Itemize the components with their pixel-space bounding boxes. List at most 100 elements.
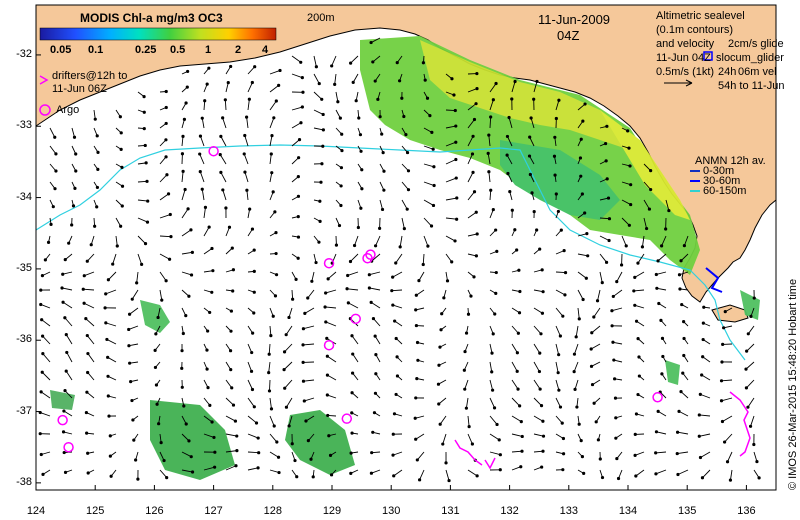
velocity-arrow-head: [746, 405, 750, 409]
velocity-arrow-head: [679, 259, 683, 263]
velocity-arrow-head: [592, 315, 596, 319]
velocity-arrow-head: [198, 152, 202, 156]
velocity-arrow-head: [129, 380, 133, 384]
velocity-arrow-head: [605, 124, 609, 128]
colorbar-tick-label: 0.25: [135, 44, 157, 56]
velocity-arrow-head: [472, 275, 476, 279]
velocity-arrow: [199, 153, 205, 165]
velocity-arrow: [555, 307, 564, 317]
x-tick-label: 129: [322, 505, 342, 517]
velocity-arrow-head: [360, 187, 364, 191]
velocity-arrow: [137, 199, 148, 202]
velocity-arrow-head: [574, 335, 578, 339]
velocity-arrow-head: [81, 287, 85, 291]
velocity-arrow-head: [604, 260, 609, 264]
velocity-arrow: [41, 319, 51, 327]
velocity-arrow: [555, 343, 560, 355]
velocity-arrow-head: [562, 249, 566, 253]
argo-float-marker: [57, 414, 68, 426]
velocity-arrow-head: [185, 85, 189, 89]
velocity-arrow-head: [40, 274, 45, 278]
velocity-arrow-head: [203, 205, 208, 209]
velocity-arrow-head: [166, 192, 171, 196]
velocity-arrow-head: [295, 475, 299, 479]
velocity-arrow-head: [328, 453, 333, 457]
velocity-arrow-head: [720, 419, 725, 424]
velocity-arrow: [128, 325, 139, 330]
velocity-arrow-head: [54, 169, 58, 173]
velocity-arrow: [269, 153, 272, 165]
velocity-arrow-head: [270, 133, 274, 138]
velocity-arrow: [393, 469, 403, 477]
velocity-arrow-head: [578, 156, 583, 160]
velocity-arrow-head: [140, 262, 144, 266]
velocity-arrow-head: [679, 390, 683, 394]
velocity-arrow-head: [561, 436, 566, 441]
velocity-arrow: [246, 190, 249, 201]
velocity-arrow: [222, 117, 227, 129]
velocity-arrow-head: [656, 259, 660, 263]
velocity-arrow-head: [677, 273, 682, 277]
velocity-arrow: [423, 145, 434, 150]
velocity-arrow-head: [168, 212, 172, 217]
velocity-arrow: [573, 361, 579, 372]
velocity-arrow-head: [755, 459, 759, 464]
velocity-arrow-head: [301, 90, 305, 94]
velocity-arrow-head: [682, 320, 686, 324]
velocity-arrow-head: [120, 165, 124, 169]
velocity-arrow-head: [200, 187, 204, 191]
velocity-arrow-head: [106, 278, 110, 282]
velocity-arrow-head: [291, 297, 295, 301]
velocity-arrow-head: [584, 276, 588, 280]
velocity-arrow-head: [613, 396, 618, 400]
velocity-arrow-head: [53, 135, 57, 139]
velocity-arrow-head: [296, 235, 301, 239]
velocity-arrow-head: [613, 377, 617, 381]
velocity-arrow-head: [354, 99, 358, 103]
velocity-arrow: [419, 469, 425, 480]
velocity-arrow: [201, 189, 205, 201]
velocity-arrow: [247, 415, 257, 424]
velocity-arrow: [621, 199, 631, 205]
velocity-arrow: [656, 271, 667, 275]
velocity-arrow-head: [506, 171, 510, 176]
velocity-arrow-head: [698, 392, 702, 396]
velocity-arrow: [591, 325, 601, 334]
velocity-arrow-head: [682, 336, 686, 341]
velocity-arrow-head: [535, 79, 539, 84]
credit-label: © IMOS 26-Mar-2015 15:48:20 Hobart time: [787, 278, 799, 490]
velocity-arrow-head: [589, 347, 593, 351]
velocity-arrow-head: [469, 294, 473, 298]
velocity-arrow: [379, 199, 383, 210]
velocity-arrow: [445, 197, 457, 201]
velocity-arrow-head: [447, 478, 451, 483]
velocity-arrow-head: [324, 291, 328, 295]
velocity-arrow-head: [252, 269, 256, 273]
velocity-arrow-head: [348, 259, 353, 264]
velocity-arrow-head: [190, 250, 194, 254]
velocity-arrow-head: [554, 116, 558, 121]
velocity-arrow: [700, 393, 711, 399]
velocity-arrow-head: [752, 442, 756, 447]
velocity-arrow-head: [306, 296, 310, 300]
velocity-arrow: [181, 451, 192, 458]
velocity-arrow: [467, 153, 473, 165]
velocity-arrow: [423, 235, 429, 247]
velocity-arrow: [467, 415, 470, 427]
velocity-arrow-head: [636, 392, 640, 397]
velocity-arrow: [577, 271, 587, 279]
velocity-arrow-head: [580, 192, 584, 196]
velocity-arrow-head: [70, 223, 74, 227]
velocity-arrow: [137, 235, 146, 244]
velocity-arrow-head: [321, 112, 325, 117]
velocity-arrow-head: [142, 110, 146, 114]
velocity-arrow: [159, 289, 163, 301]
velocity-arrow: [680, 253, 689, 262]
velocity-arrow-head: [681, 371, 685, 375]
velocity-arrow: [555, 325, 561, 337]
velocity-arrow-head: [235, 449, 239, 453]
velocity-arrow: [269, 325, 272, 336]
velocity-arrow-head: [487, 133, 491, 137]
velocity-arrow-head: [164, 89, 168, 94]
y-tick-label: -35: [16, 261, 32, 274]
